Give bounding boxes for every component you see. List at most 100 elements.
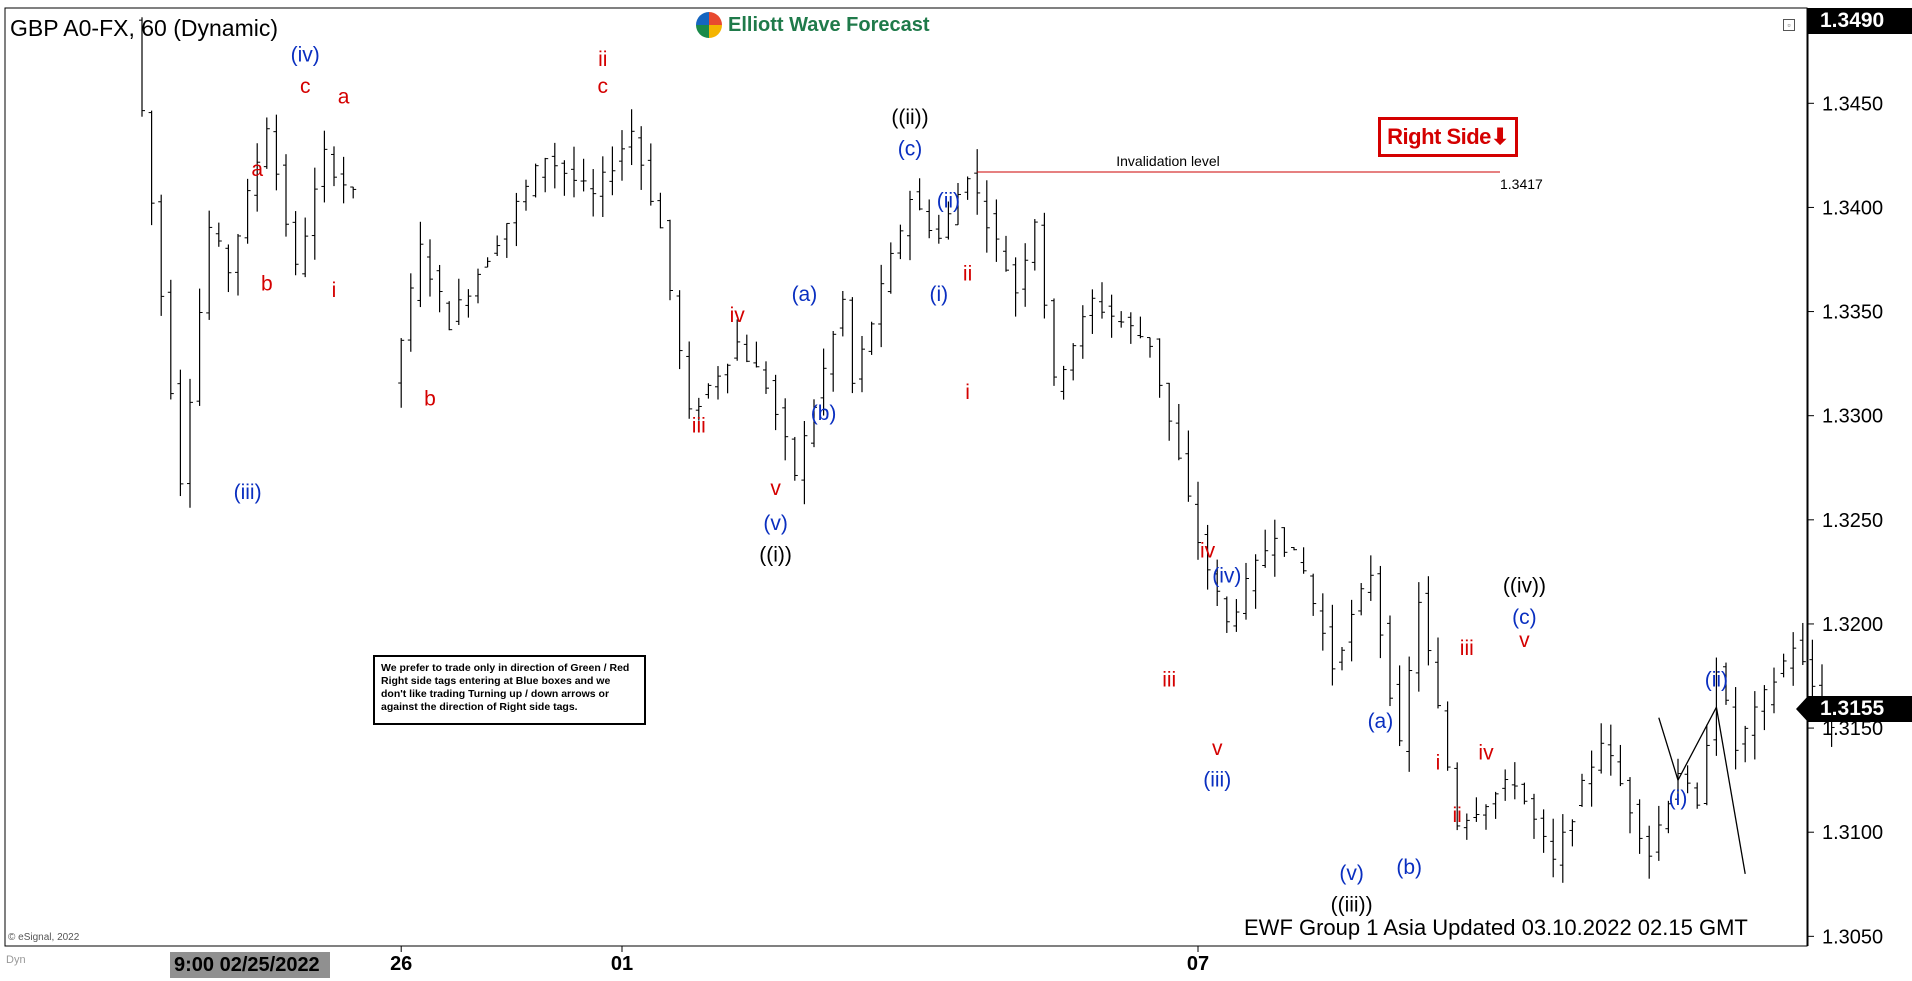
ohlc-bar — [1694, 782, 1701, 809]
ohlc-bar — [158, 194, 165, 316]
ohlc-bar — [1079, 305, 1086, 359]
ohlc-bar — [1723, 662, 1729, 705]
ohlc-bar — [1703, 724, 1710, 806]
right-side-text: Right Side — [1387, 124, 1491, 149]
ohlc-bar — [1137, 316, 1144, 339]
wave-label: iii — [692, 414, 706, 437]
ohlc-bar — [1252, 554, 1259, 609]
ohlc-bar — [235, 233, 241, 296]
ohlc-bar — [763, 361, 769, 394]
ohlc-bar — [148, 110, 155, 226]
ohlc-bar — [1761, 685, 1768, 731]
ohlc-bar — [955, 182, 961, 226]
ohlc-bar — [1483, 804, 1489, 830]
wave-label: (iv) — [1212, 564, 1241, 587]
plot-frame — [4, 7, 1808, 947]
ohlc-bar — [743, 334, 750, 363]
ohlc-bar — [1271, 519, 1278, 577]
wave-label: ((iii)) — [1331, 893, 1373, 916]
ohlc-bar — [667, 219, 673, 301]
ohlc-bar — [580, 158, 587, 192]
ohlc-bar — [1473, 797, 1480, 822]
ohlc-bar — [1233, 599, 1240, 632]
ohlc-bar — [916, 178, 923, 211]
ohlc-bar — [561, 160, 568, 196]
ohlc-bar — [1195, 481, 1201, 560]
ohlc-bar — [1799, 622, 1806, 665]
ohlc-bar — [686, 341, 693, 419]
y-tick-label: 1.3400 — [1822, 197, 1883, 219]
wave-label: (iii) — [1203, 768, 1231, 791]
wave-label: (c) — [898, 137, 923, 160]
ohlc-bar — [1559, 814, 1566, 883]
ohlc-bar — [801, 420, 808, 505]
wave-label: a — [338, 85, 350, 108]
ohlc-bar — [974, 149, 981, 215]
ohlc-bar — [935, 214, 942, 244]
ohlc-bar — [484, 257, 491, 268]
ohlc-bar — [849, 297, 856, 394]
wave-label: (ii) — [937, 189, 960, 212]
ohlc-bar — [878, 264, 885, 348]
x-tick-label: 26 — [390, 953, 412, 975]
wave-label: c — [598, 75, 609, 98]
ohlc-bar — [1646, 825, 1653, 879]
ohlc-bar — [532, 163, 539, 198]
ohlc-bar — [1780, 653, 1787, 678]
wave-label: v — [1519, 629, 1530, 652]
ohlc-bar — [859, 335, 865, 393]
y-tick-label: 1.3050 — [1822, 926, 1883, 948]
y-tick-label: 1.3100 — [1822, 822, 1883, 844]
ohlc-bar — [1665, 800, 1672, 834]
ohlc-bar — [1540, 809, 1547, 853]
restore-window-icon[interactable]: ▫ — [1783, 19, 1795, 31]
ohlc-bar — [1579, 773, 1585, 807]
y-axis: 1.3450 1.3400 1.3350 1.3300 1.3250 1.3200 1.31… — [1808, 93, 1883, 948]
down-arrow-icon: ⬇ — [1490, 124, 1509, 149]
invalidation-level: Invalidation level 1.3417 — [977, 153, 1543, 192]
ohlc-bar — [1396, 665, 1403, 747]
ohlc-bar — [1214, 559, 1221, 606]
ohlc-bar — [167, 279, 174, 400]
ohlc-bar — [263, 117, 270, 169]
ohlc-bar — [599, 156, 606, 217]
projection-line — [1658, 705, 1746, 874]
ohlc-bar — [993, 199, 1000, 262]
y-tick-label: 1.3150 — [1822, 718, 1883, 740]
ohlc-bar — [1387, 615, 1393, 707]
ohlc-bar — [1051, 298, 1057, 386]
ohlc-bar — [551, 142, 558, 189]
wave-labels: (iv)c aab i(iii)biiciiiiv(a)(b)v(v)((i))((… — [234, 44, 1728, 917]
wave-label: (iv) — [291, 44, 320, 67]
ohlc-bar — [811, 399, 817, 448]
ohlc-bar — [647, 143, 654, 206]
dyn-label: Dyn — [6, 954, 26, 966]
ohlc-bar — [1790, 632, 1797, 686]
ohlc-bar — [1492, 791, 1499, 819]
ohlc-bar — [455, 278, 462, 325]
logo-text: Elliott Wave Forecast — [728, 13, 930, 36]
right-side-tag: Right Side ⬇ — [1378, 117, 1518, 157]
ohlc-bar — [1022, 243, 1029, 307]
y-tick-label: 1.3350 — [1822, 302, 1883, 324]
ohlc-bar — [350, 186, 357, 199]
update-note: EWF Group 1 Asia Updated 03.10.2022 02.1… — [1244, 915, 1748, 940]
invalidation-label: Invalidation level — [1116, 153, 1220, 169]
ohlc-bar — [1550, 818, 1557, 878]
wave-label: ((i)) — [759, 543, 792, 566]
ohlc-bar — [1031, 219, 1038, 271]
ohlc-bar — [1156, 338, 1163, 398]
ohlc-bar — [676, 290, 683, 370]
ohlc-bar — [628, 109, 635, 166]
wave-label: (i) — [1669, 787, 1688, 810]
wave-label: (v) — [763, 512, 788, 535]
ohlc-bar — [820, 348, 827, 416]
ohlc-bar — [1070, 343, 1077, 381]
ohlc-bar — [427, 239, 433, 297]
x-tick-label: 07 — [1187, 953, 1209, 975]
projection-path — [1658, 705, 1746, 874]
ohlc-bar — [340, 156, 347, 204]
ohlc-bar — [715, 366, 721, 400]
ohlc-bar — [571, 146, 577, 198]
